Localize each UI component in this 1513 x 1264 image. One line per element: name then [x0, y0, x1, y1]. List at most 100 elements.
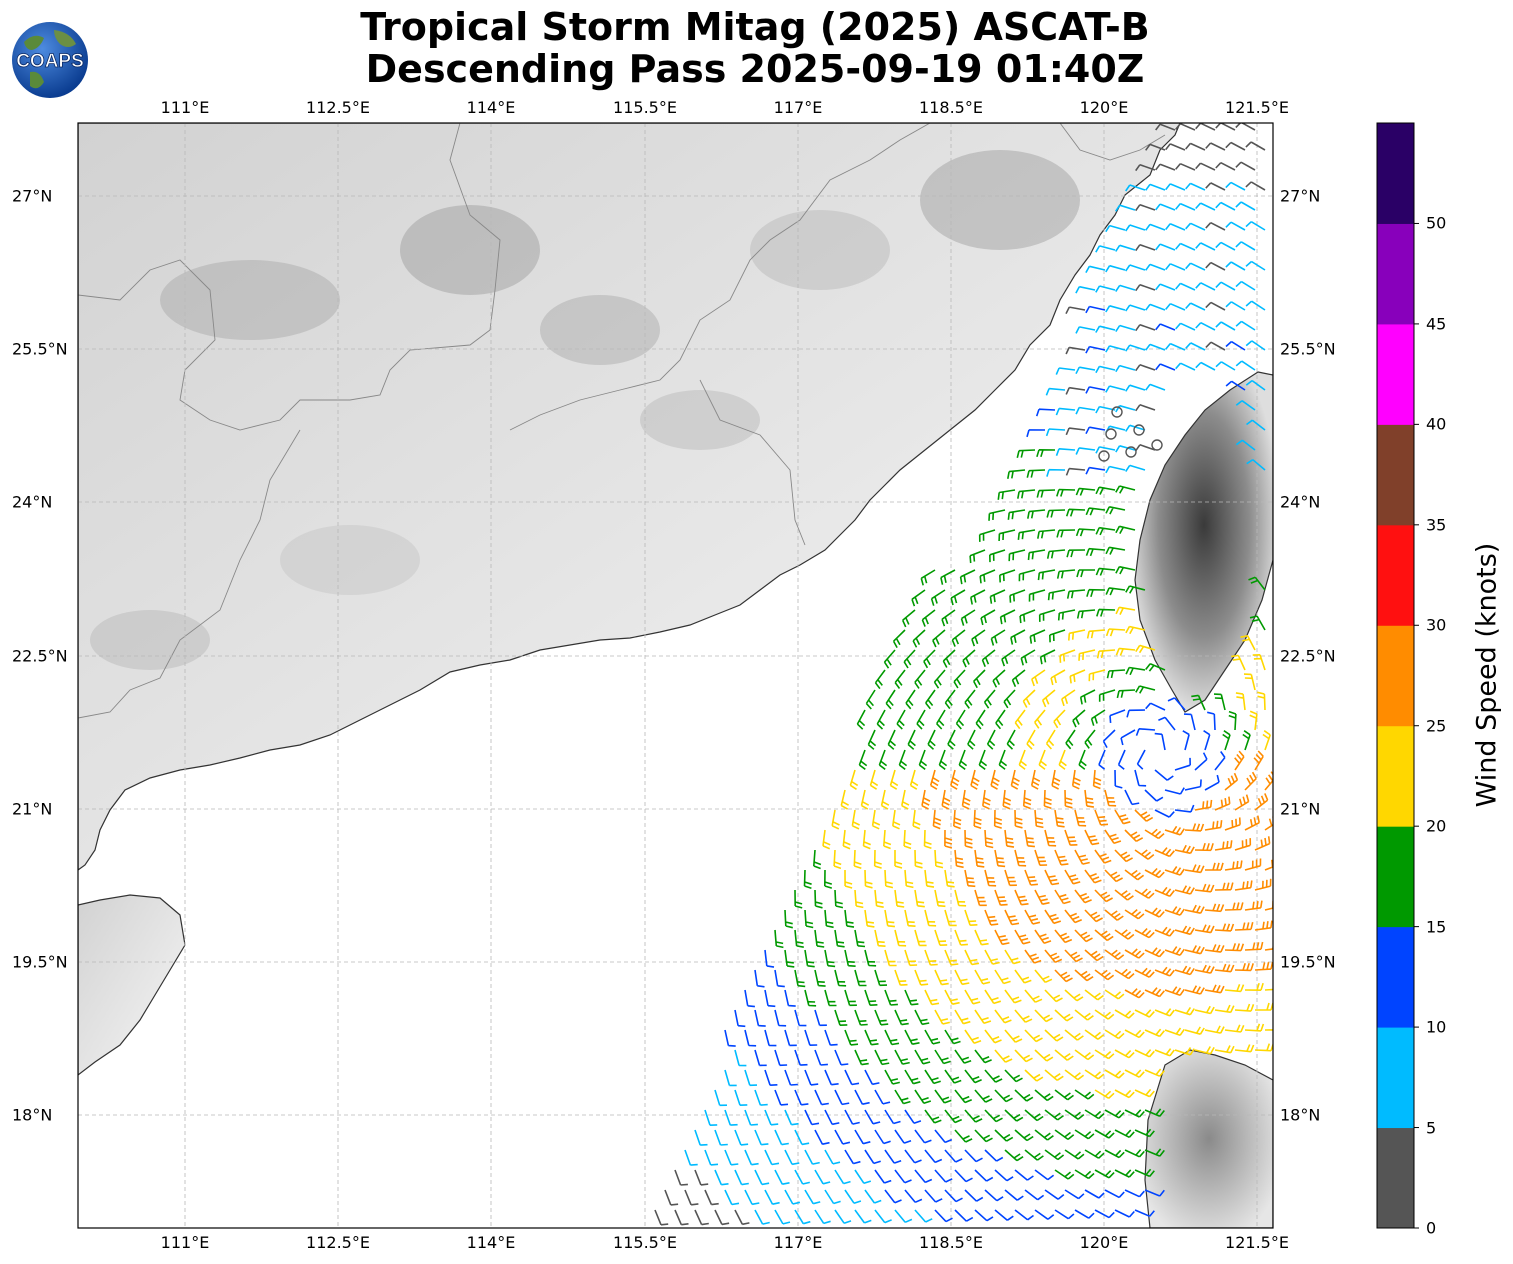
title-line-1: Tropical Storm Mitag (2025) ASCAT-B: [360, 5, 1150, 49]
wind-barb: [1191, 694, 1206, 711]
wind-barb: [804, 909, 814, 929]
wind-barb: [834, 1009, 848, 1026]
colorbar-bin: [1377, 725, 1414, 827]
wind-barb: [1105, 587, 1126, 596]
wind-barb: [932, 629, 946, 648]
wind-barb: [1024, 989, 1043, 1003]
wind-barb: [974, 1049, 992, 1064]
wind-barb: [1254, 920, 1273, 931]
wind-barb: [824, 869, 833, 889]
wind-barb: [1014, 809, 1023, 829]
wind-barb: [1224, 902, 1244, 911]
wind-barb: [1095, 245, 1116, 253]
wind-barb: [914, 929, 927, 947]
wind-barb: [1054, 1089, 1074, 1101]
wind-barb: [1144, 1148, 1165, 1157]
wind-barb: [964, 949, 980, 966]
wind-barb: [911, 589, 926, 607]
colorbar-tick-label: 0: [1426, 1218, 1437, 1238]
wind-barb: [938, 749, 948, 770]
wind-barb: [854, 1129, 871, 1145]
wind-barb: [878, 749, 888, 770]
wind-barb: [884, 1149, 902, 1164]
wind-barb: [1104, 1149, 1125, 1159]
wind-barb: [1044, 1029, 1064, 1042]
wind-barb: [1014, 849, 1027, 867]
wind-barb: [898, 749, 908, 770]
wind-barb: [858, 749, 868, 770]
wind-barb: [1235, 201, 1256, 211]
wind-barb: [1094, 809, 1109, 826]
wind-barb: [804, 1029, 818, 1046]
wind-barb: [924, 869, 935, 888]
wind-barb: [1125, 424, 1146, 432]
wind-barb: [904, 989, 919, 1006]
wind-barb: [794, 969, 806, 988]
wind-barb: [990, 629, 1006, 646]
wind-barb: [1026, 469, 1046, 478]
wind-barb: [974, 889, 987, 907]
lon-tick-top: 112.5°E: [306, 98, 370, 117]
wind-barb: [1205, 341, 1226, 351]
wind-barb: [1215, 123, 1236, 131]
wind-barb: [1124, 1029, 1145, 1039]
wind-barb: [1064, 1069, 1085, 1081]
wind-barb: [1004, 869, 1017, 887]
colorbar-tick-label: 30: [1426, 615, 1447, 635]
wind-barb: [1074, 969, 1094, 982]
wind-barb: [934, 849, 944, 869]
wind-barb: [1105, 506, 1126, 515]
wind-barb: [1144, 1028, 1165, 1038]
wind-barb: [1185, 342, 1206, 351]
lat-tick-right: 22.5°N: [1280, 646, 1336, 666]
wind-barb: [998, 529, 1016, 542]
wind-barb: [1134, 1049, 1155, 1058]
wind-barb: [1225, 380, 1246, 391]
wind-barb: [774, 1089, 789, 1106]
wind-barb: [960, 609, 976, 626]
wind-barb: [993, 809, 1003, 829]
wind-barb: [1114, 849, 1133, 863]
wind-barb: [869, 769, 879, 790]
wind-barb: [1124, 829, 1144, 843]
wind-barb: [704, 1149, 719, 1166]
wind-barb: [903, 829, 912, 850]
wind-barb: [854, 969, 867, 987]
map-frame: [77, 122, 1274, 1229]
wind-barb: [964, 689, 976, 709]
wind-barb: [1044, 829, 1057, 847]
wind-barb: [962, 649, 976, 668]
wind-barb: [734, 1089, 748, 1106]
wind-barb: [912, 809, 921, 830]
wind-barb: [984, 909, 999, 926]
wind-barb: [1004, 1189, 1024, 1201]
taiwan-land: [1134, 371, 1273, 713]
wind-barb: [999, 569, 1016, 583]
wind-barb: [854, 1169, 872, 1185]
wind-barb: [1245, 260, 1266, 271]
wind-barb: [1022, 689, 1036, 708]
wind-barb: [1144, 1189, 1165, 1197]
wind-barb: [1054, 1209, 1075, 1220]
wind-barb: [921, 609, 936, 627]
wind-barb: [734, 1129, 749, 1146]
wind-barb: [784, 1109, 799, 1126]
wind-barb: [914, 1209, 933, 1223]
wind-barb: [784, 1029, 797, 1047]
wind-barb: [754, 1169, 770, 1186]
wind-barb: [1195, 361, 1216, 371]
wind-barb: [1124, 869, 1145, 881]
wind-barb: [1174, 1047, 1195, 1056]
wind-barb: [934, 1209, 953, 1223]
wind-barb: [1086, 629, 1106, 639]
wind-barb: [1034, 1209, 1055, 1220]
wind-barb: [1104, 1189, 1125, 1199]
colorbar-bin: [1377, 223, 1414, 325]
wind-barb: [904, 869, 914, 889]
wind-barb: [794, 1129, 810, 1146]
wind-barb: [1194, 1005, 1215, 1015]
wind-barb: [1234, 880, 1253, 891]
wind-barb: [984, 1149, 1004, 1162]
wind-barb: [1046, 549, 1066, 559]
wind-barb: [1095, 567, 1116, 576]
